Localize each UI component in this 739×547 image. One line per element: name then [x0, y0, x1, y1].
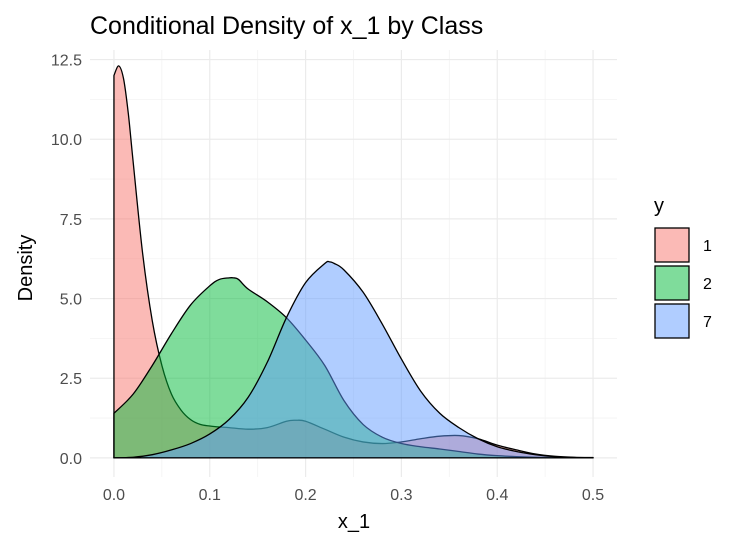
x-axis-ticks: 0.0 0.1 0.2 0.3 0.4 0.5	[103, 487, 604, 504]
legend-label: 7	[703, 314, 712, 331]
legend-item-7: 7	[654, 303, 712, 339]
y-tick-label: 12.5	[51, 53, 82, 70]
legend-item-1: 1	[654, 227, 712, 263]
x-axis-title: x_1	[338, 511, 370, 533]
x-tick-label: 0.0	[103, 487, 125, 504]
x-tick-label: 0.1	[199, 487, 221, 504]
legend-swatch	[654, 265, 690, 301]
y-tick-label: 7.5	[60, 212, 82, 229]
x-tick-label: 0.4	[486, 487, 508, 504]
y-tick-label: 5.0	[60, 292, 82, 309]
legend-swatch	[654, 303, 690, 339]
chart-title: Conditional Density of x_1 by Class	[90, 12, 483, 40]
legend-label: 1	[703, 238, 712, 255]
y-tick-label: 0.0	[60, 451, 82, 468]
y-tick-label: 10.0	[51, 132, 82, 149]
density-areas	[113, 65, 594, 459]
x-tick-label: 0.5	[582, 487, 604, 504]
x-tick-label: 0.2	[294, 487, 316, 504]
density-area-7	[113, 260, 594, 459]
legend-swatch	[654, 227, 690, 263]
y-axis-ticks: 0.0 2.5 5.0 7.5 10.0 12.5	[51, 53, 82, 468]
y-axis-title: Density	[15, 235, 37, 302]
legend-item-2: 2	[654, 265, 712, 301]
legend-title: y	[654, 195, 664, 217]
legend-label: 2	[703, 276, 712, 293]
y-tick-label: 2.5	[60, 371, 82, 388]
x-tick-label: 0.3	[390, 487, 412, 504]
legend: y 1 2 7	[654, 195, 712, 339]
